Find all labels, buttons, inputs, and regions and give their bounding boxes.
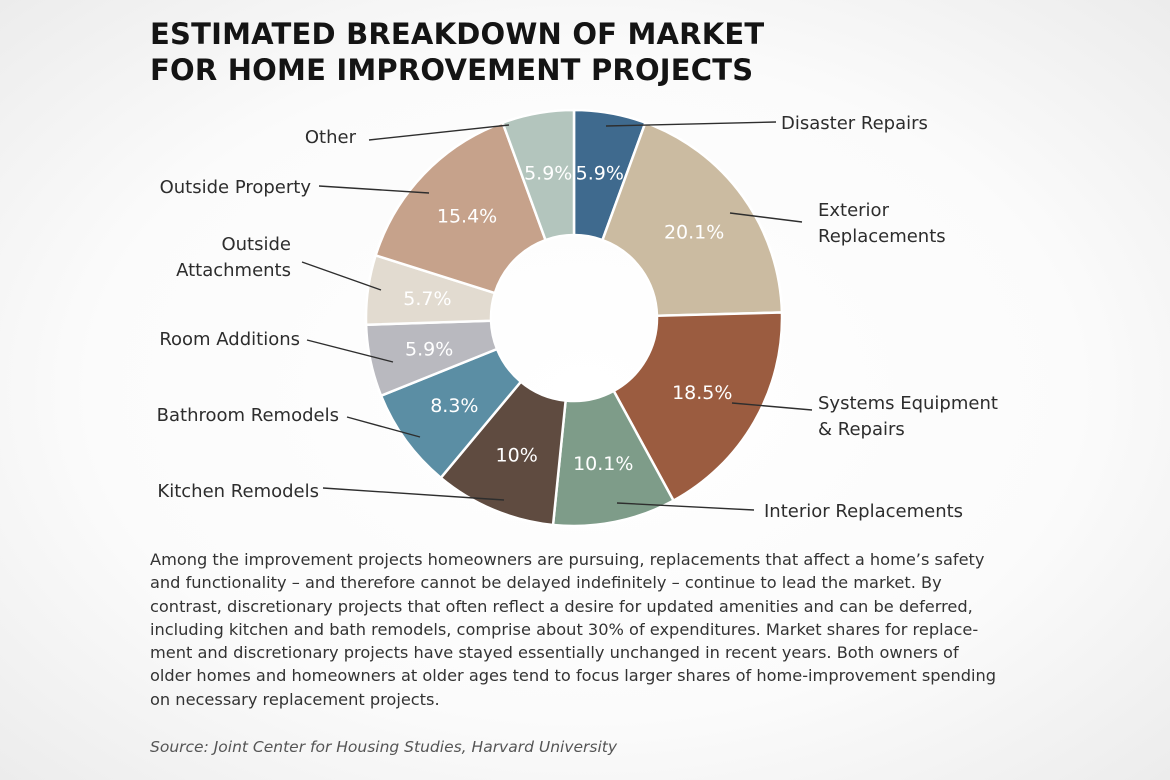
category-label: Disaster Repairs [781,113,928,134]
leader-line [729,212,803,223]
category-label: Outside Property [160,177,312,198]
caption-line: contrast, discretionary projects that of… [150,596,973,616]
value-label: 5.7% [403,288,451,310]
category-labels: Disaster Repairs Exterior Replacements Syst… [157,113,998,522]
value-label: 5.9% [576,162,624,184]
slice-other [500,108,576,242]
category-label: Systems Equipment [818,393,998,414]
chart-title-line-2: FOR HOME IMPROVEMENT PROJECTS [150,53,754,87]
value-label: 5.9% [405,339,453,361]
category-label: & Repairs [818,419,905,440]
slice-systems-equipment-repairs [612,311,784,503]
value-label: 5.9% [524,162,572,184]
caption-line: including kitchen and bath remodels, com… [150,619,979,639]
leader-line [306,339,394,363]
slices [364,108,784,528]
caption-line: older homes and homeowners at older ages… [150,666,997,686]
category-label: Replacements [818,226,946,247]
value-label: 15.4% [437,206,497,228]
category-label: Exterior [818,200,890,221]
leader-line [322,487,505,501]
leader-line [301,261,382,291]
category-label: Interior Replacements [764,501,963,522]
caption-line: ment and discretionary projects have sta… [150,643,959,663]
leader-line [616,502,755,511]
chart-caption: Among the improvement projects homeowner… [150,548,1030,711]
leader-line [605,121,777,127]
source-note: Source: Joint Center for Housing Studies… [150,738,618,756]
caption-line: Among the improvement projects homeowner… [150,550,985,569]
leader-line [368,124,510,141]
value-label: 18.5% [672,382,732,404]
leader-line [731,402,813,411]
leader-line [346,416,421,438]
chart-title-line-1: ESTIMATED BREAKDOWN OF MARKET [150,17,765,51]
category-label: Kitchen Remodels [157,481,319,502]
value-label: 10% [496,444,538,466]
caption-line: and functionality – and therefore cannot… [150,573,942,593]
category-label: Outside [221,234,291,255]
donut-chart: 5.9% 20.1% 18.5% 10.1% 10% 8.3% 5.9% 5.7% 15.4% 5… [157,108,998,528]
chart-title: ESTIMATED BREAKDOWN OF MARKET FOR HOME I… [150,16,764,88]
category-label: Attachments [176,260,291,281]
leader-lines [301,121,813,511]
caption-line: on necessary replacement projects. [150,689,440,709]
category-label: Bathroom Remodels [157,405,339,426]
value-labels: 5.9% 20.1% 18.5% 10.1% 10% 8.3% 5.9% 5.7% 15.4% 5… [403,162,732,475]
value-label: 8.3% [430,395,478,417]
category-label: Other [305,127,357,148]
leader-line [318,185,430,194]
category-label: Room Additions [159,329,300,350]
value-label: 20.1% [664,222,724,244]
slice-exterior-replacements [600,121,784,318]
value-label: 10.1% [573,453,633,475]
